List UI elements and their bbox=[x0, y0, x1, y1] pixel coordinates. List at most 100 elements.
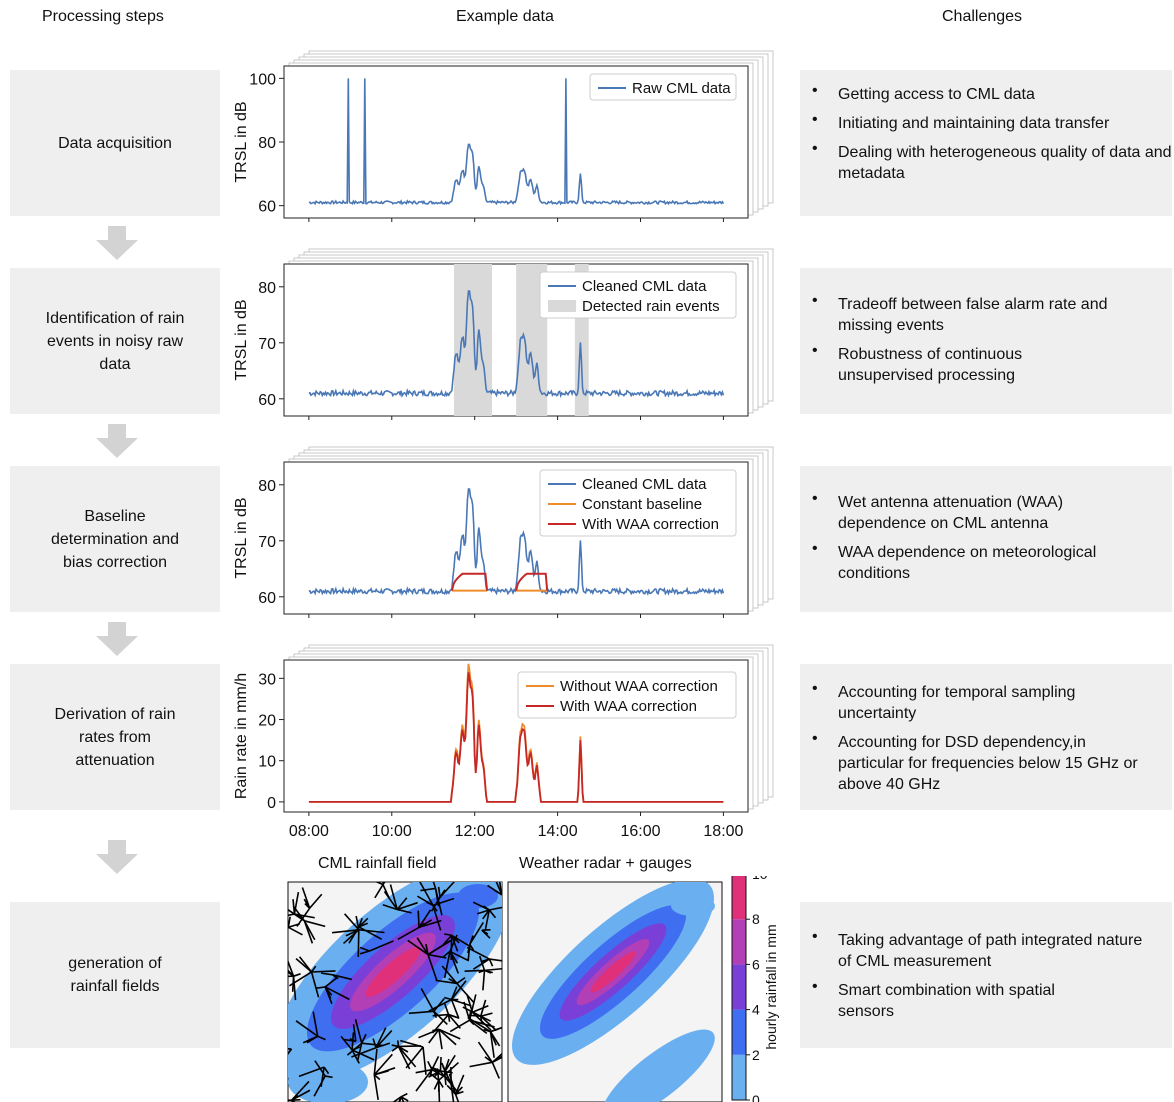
cml-link bbox=[352, 1024, 357, 1042]
y-axis-label: TRSL in dB bbox=[233, 497, 250, 578]
cml-link bbox=[288, 913, 295, 917]
cml-link bbox=[397, 1045, 417, 1068]
legend-box bbox=[589, 73, 737, 101]
cml-link bbox=[439, 882, 456, 898]
cml-link bbox=[422, 1046, 427, 1075]
step-label: Baseline determination and bias correcti… bbox=[50, 507, 180, 571]
cml-link bbox=[313, 1075, 326, 1097]
cml-link bbox=[407, 939, 429, 956]
cml-link bbox=[293, 891, 300, 915]
cml-link bbox=[454, 1093, 460, 1102]
challenge-item: Tradeoff between false alarm rate and mi… bbox=[800, 290, 1172, 336]
waa-correction-line bbox=[515, 572, 549, 591]
cml-link bbox=[375, 882, 384, 886]
legend-label: Detected rain events bbox=[582, 298, 720, 315]
y-tick-label: 20 bbox=[258, 713, 276, 730]
cml-link bbox=[382, 903, 398, 911]
cml-link bbox=[451, 998, 472, 1007]
cml-link bbox=[391, 1044, 399, 1048]
cml-link bbox=[324, 977, 337, 988]
cml-link bbox=[323, 1066, 330, 1075]
cml-link bbox=[446, 1084, 457, 1095]
cml-link bbox=[346, 1042, 363, 1056]
cml-rainfall-field bbox=[287, 881, 503, 1102]
chart-raw-cml: 60 80 100 TRSL in dB Raw CML data bbox=[233, 50, 774, 222]
legend-label: Without WAA correction bbox=[560, 678, 718, 695]
cml-link bbox=[477, 1041, 493, 1063]
cml-link bbox=[482, 970, 486, 991]
cml-link bbox=[417, 910, 420, 928]
down-arrow-icon bbox=[96, 226, 138, 260]
step-rain-rate-derivation: Derivation of rain rates from attenuatio… bbox=[10, 664, 220, 810]
cml-link bbox=[383, 891, 398, 910]
cml-link bbox=[441, 965, 458, 984]
x-tick-label: 10:00 bbox=[372, 823, 412, 840]
rainfall-maps: 0 2 4 6 8 10 hourly rainfall in mm bbox=[287, 876, 779, 1102]
cml-link bbox=[374, 884, 384, 899]
cml-link bbox=[303, 898, 311, 909]
cml-link bbox=[331, 928, 359, 934]
cml-link bbox=[311, 970, 336, 973]
cml-link bbox=[288, 1047, 292, 1050]
cml-link bbox=[420, 988, 435, 1012]
cml-link bbox=[427, 954, 438, 982]
chart-baseline: 60 70 80 TRSL in dB Cleaned CML data Constant… bbox=[233, 446, 774, 618]
cml-link bbox=[396, 901, 418, 911]
cml-link bbox=[428, 1070, 441, 1078]
legend-label: Constant baseline bbox=[582, 496, 702, 513]
challenge-item: Accounting for DSD dependency,in particu… bbox=[800, 728, 1172, 795]
rain-contour bbox=[590, 951, 636, 993]
cml-link bbox=[431, 1068, 453, 1074]
down-arrow-icon bbox=[96, 622, 138, 656]
y-tick-label: 0 bbox=[267, 795, 276, 812]
cleaned-cml-line bbox=[308, 290, 725, 399]
cml-link bbox=[382, 882, 386, 886]
cml-link bbox=[400, 1096, 409, 1102]
cml-link bbox=[488, 958, 494, 967]
step-baseline-determination: Baseline determination and bias correcti… bbox=[10, 466, 220, 612]
cml-link bbox=[288, 1048, 293, 1055]
cml-link bbox=[471, 1011, 492, 1031]
cml-link bbox=[448, 978, 458, 985]
cml-link bbox=[480, 1015, 497, 1032]
cml-link bbox=[369, 940, 394, 952]
cml-link bbox=[450, 934, 459, 952]
cml-link bbox=[354, 1019, 363, 1044]
cml-link bbox=[450, 999, 460, 1019]
cml-link bbox=[467, 1016, 491, 1033]
cml-link bbox=[359, 946, 370, 952]
cml-link bbox=[295, 958, 313, 973]
cml-link bbox=[484, 967, 502, 972]
cml-link bbox=[501, 892, 502, 895]
legend-box bbox=[539, 469, 737, 537]
cml-link bbox=[290, 1099, 295, 1102]
colorbar-segment bbox=[732, 964, 746, 1010]
cml-link bbox=[374, 1070, 389, 1076]
cml-link bbox=[408, 1010, 434, 1015]
cml-link bbox=[320, 972, 333, 976]
x-tick-label: 18:00 bbox=[703, 823, 743, 840]
cml-link bbox=[438, 1029, 443, 1050]
cml-link bbox=[450, 980, 467, 1000]
cml-link bbox=[478, 955, 486, 971]
down-arrow-icon bbox=[96, 424, 138, 458]
colorbar-tick-label: 6 bbox=[752, 956, 760, 972]
challenge-item: Initiating and maintaining data transfer bbox=[800, 109, 1172, 134]
x-tick-label: 12:00 bbox=[455, 823, 495, 840]
cml-link bbox=[463, 1001, 471, 1021]
colorbar-segment bbox=[732, 1054, 746, 1100]
cml-link bbox=[348, 926, 360, 944]
cml-link bbox=[491, 1052, 502, 1063]
challenge-item: Wet antenna attenuation (WAA) dependence… bbox=[800, 488, 1172, 534]
step-rainfall-field-generation: generation of rainfall fields bbox=[10, 902, 220, 1048]
cml-link bbox=[437, 886, 441, 898]
cml-link bbox=[454, 1074, 465, 1095]
cml-link bbox=[304, 920, 326, 928]
cml-link bbox=[343, 913, 360, 931]
cml-link bbox=[373, 1053, 393, 1076]
cml-link bbox=[317, 1035, 326, 1041]
cml-link bbox=[396, 908, 412, 914]
colorbar-segment bbox=[732, 876, 746, 920]
cml-link bbox=[288, 926, 303, 936]
challenges-baseline: Wet antenna attenuation (WAA) dependence… bbox=[800, 466, 1172, 612]
